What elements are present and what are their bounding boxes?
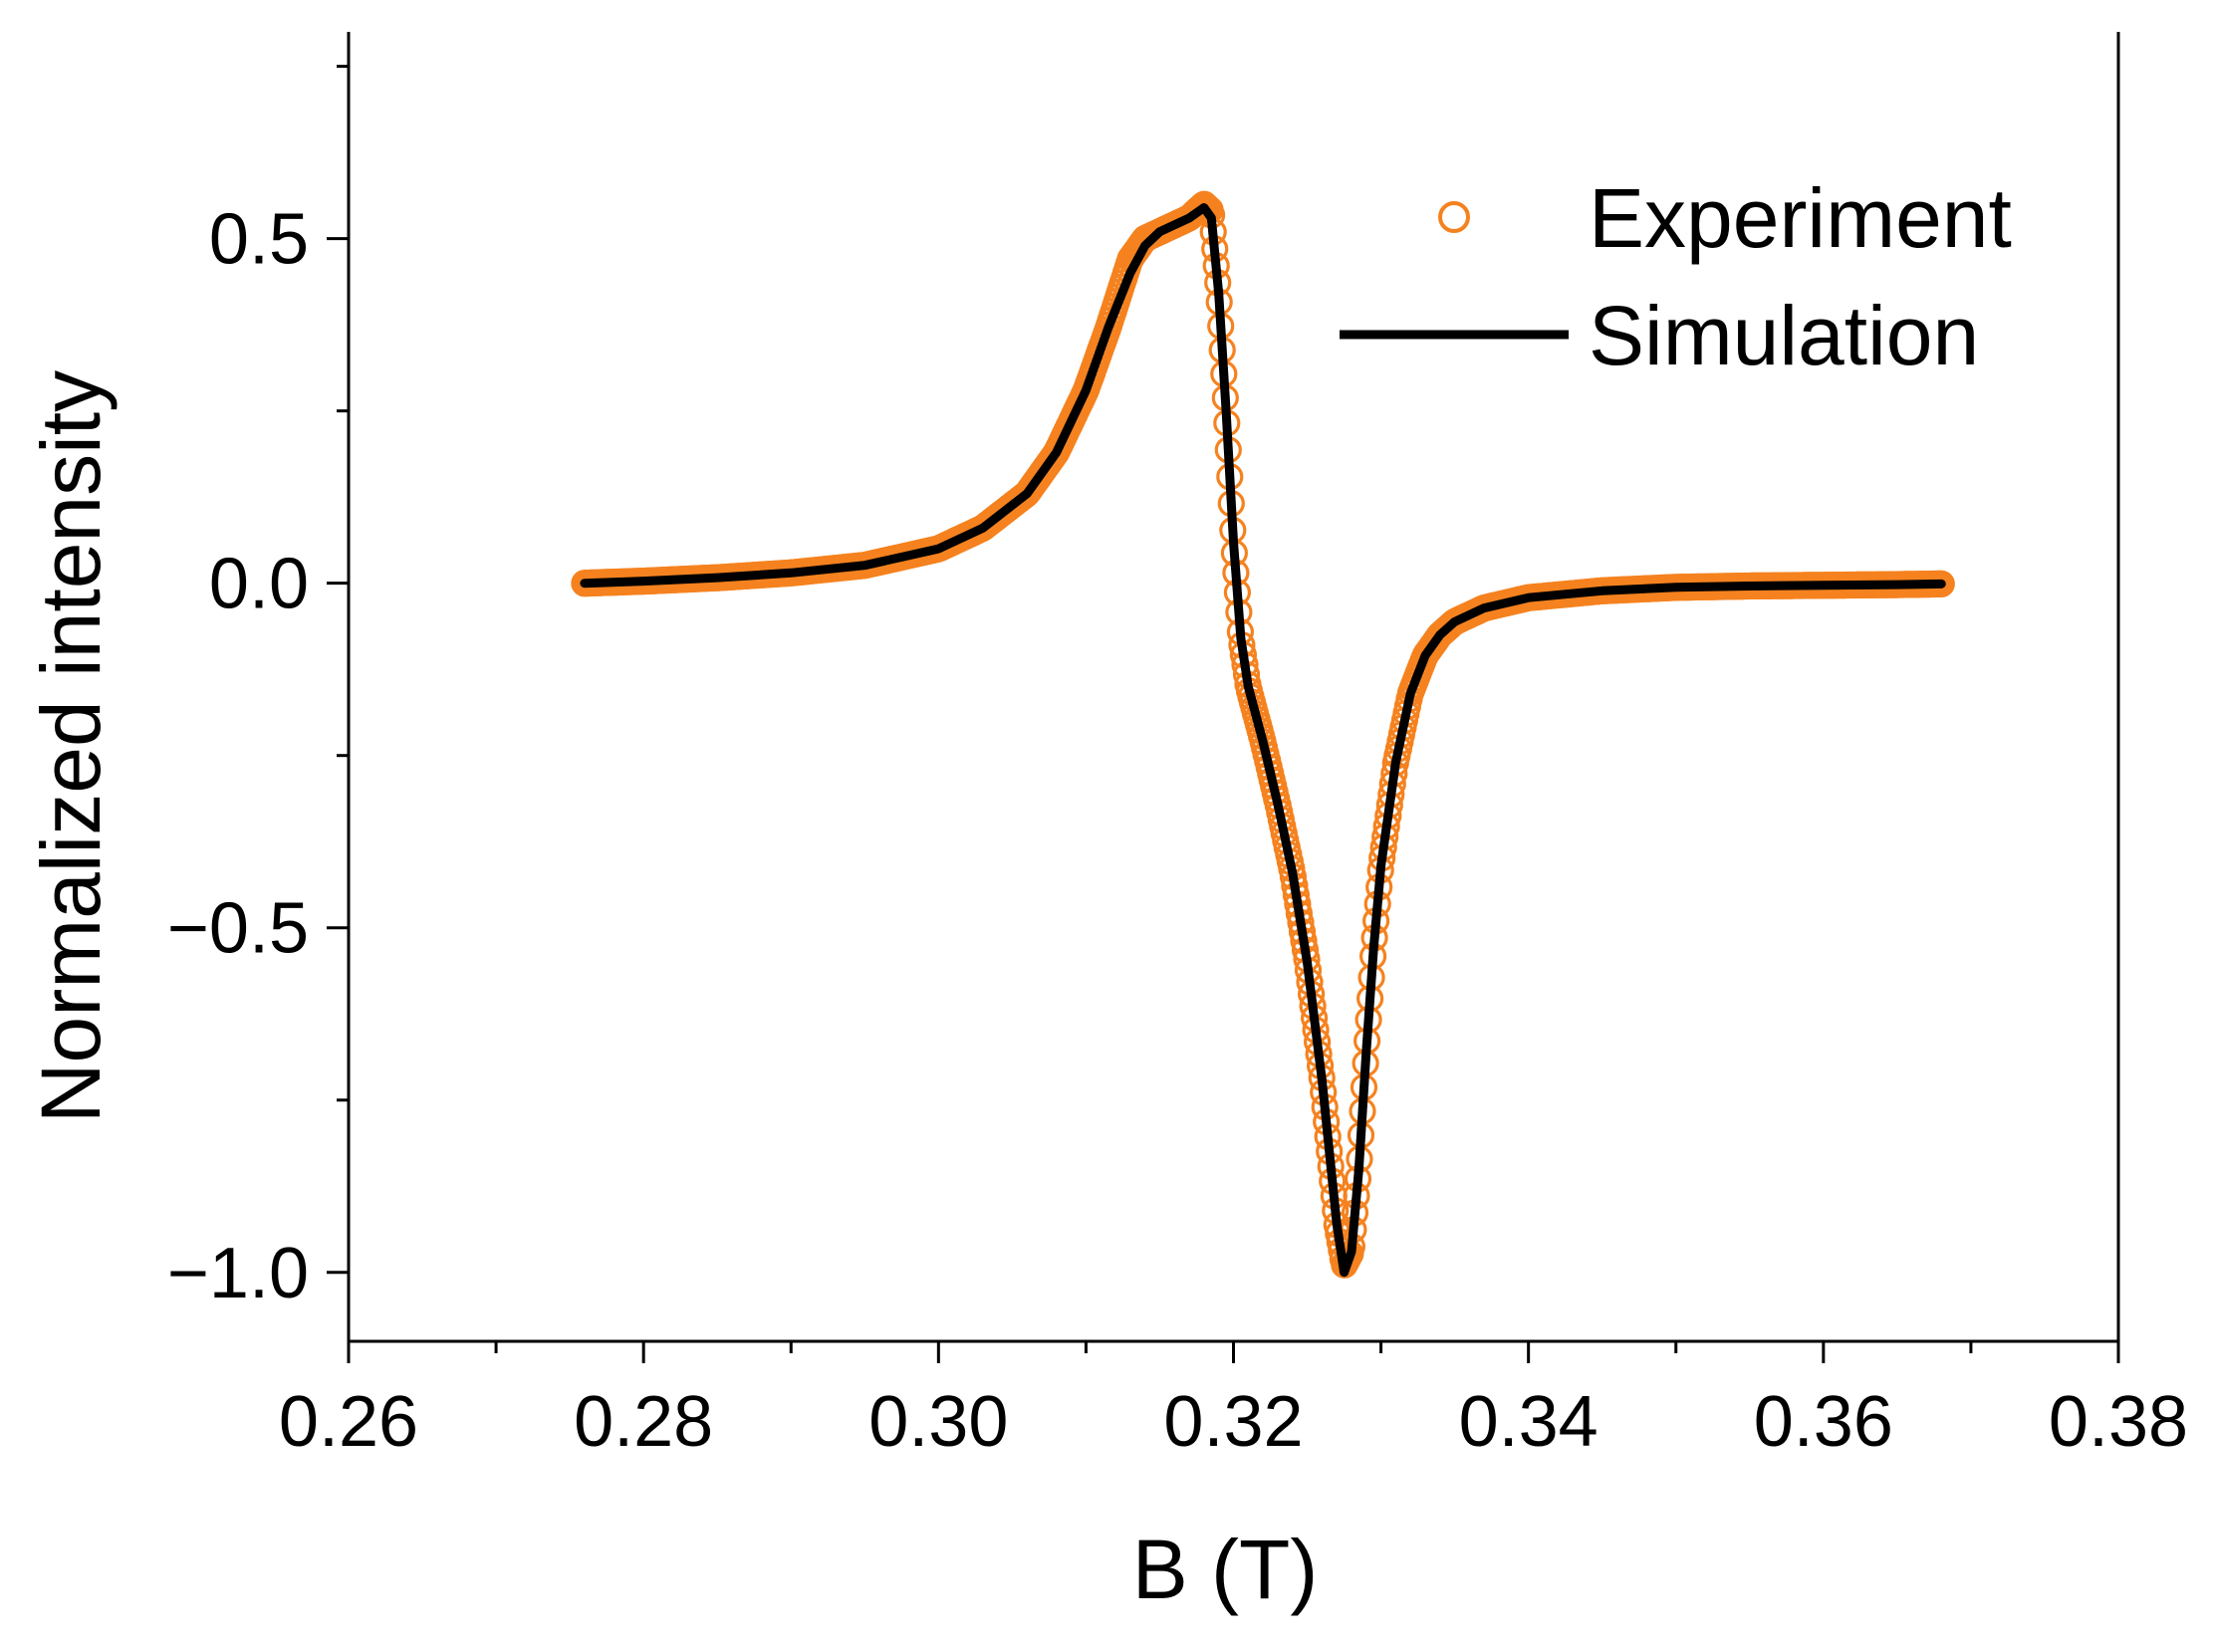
y-tick-label: −0.5 — [167, 889, 309, 969]
x-tick-label: 0.32 — [1163, 1382, 1303, 1462]
y-axis-title: Normalized intensity — [24, 370, 118, 1123]
x-axis-title: B (T) — [1132, 1523, 1319, 1616]
legend-experiment-label: Experiment — [1589, 171, 2012, 265]
y-tick-label: −1.0 — [167, 1234, 309, 1313]
y-tick-label: 0.0 — [209, 545, 309, 624]
legend-experiment-marker — [1438, 201, 1470, 233]
y-tick-label: 0.5 — [209, 200, 309, 280]
simulation-line — [580, 203, 1946, 1278]
series-layer — [571, 190, 1955, 1279]
legend-simulation-label: Simulation — [1589, 289, 1979, 382]
x-tick-label: 0.26 — [279, 1382, 418, 1462]
x-tick-label: 0.36 — [1754, 1382, 1893, 1462]
x-tick-label: 0.34 — [1459, 1382, 1598, 1462]
x-tick-label: 0.28 — [574, 1382, 713, 1462]
x-tick-label: 0.30 — [868, 1382, 1008, 1462]
legend: Experiment Simulation — [1340, 171, 2012, 382]
x-tick-label: 0.38 — [2049, 1382, 2188, 1462]
axes-layer: 0.26 0.28 0.30 0.32 0.34 0.36 0.38 −1.0 −0.5 0.0 0… — [167, 32, 2188, 1462]
